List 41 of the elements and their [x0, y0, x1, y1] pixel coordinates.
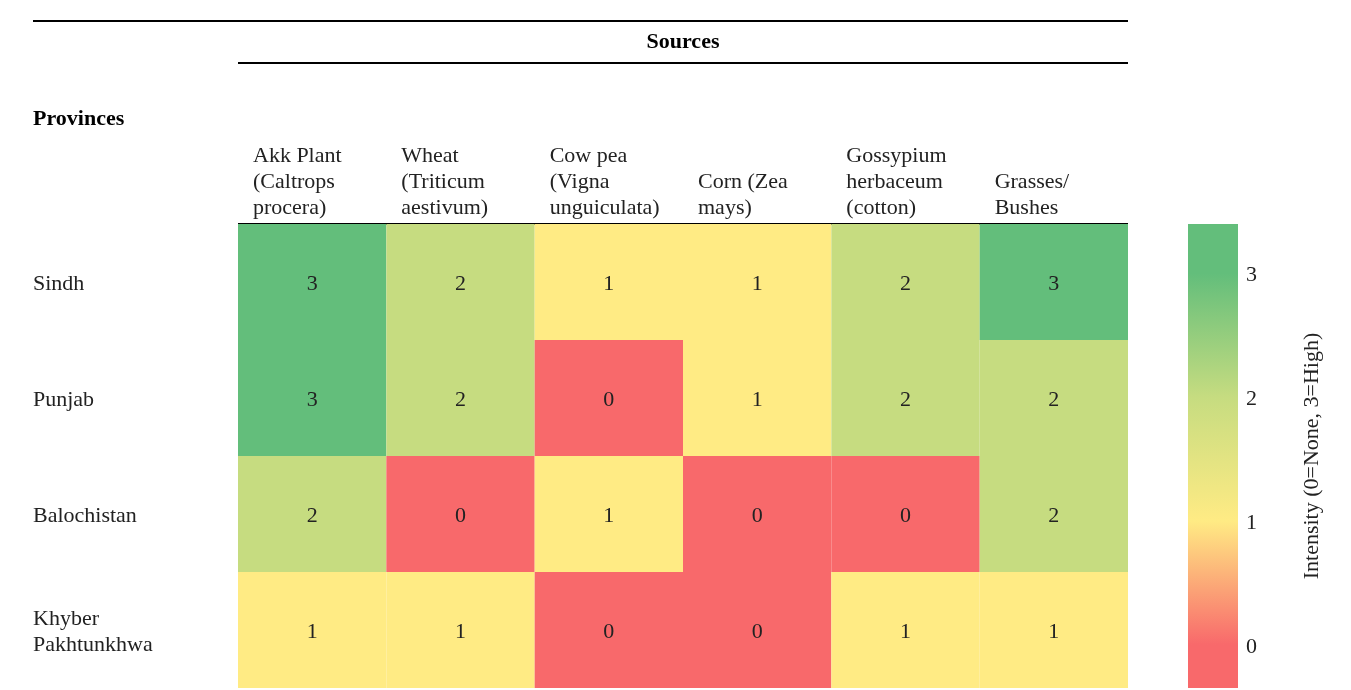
- color-bar-label: 1: [1246, 508, 1257, 534]
- x-tick-label: Gossypium herbaceum (cotton): [846, 142, 947, 219]
- x-tick-label: Wheat (Triticum aestivum): [401, 142, 489, 219]
- data-label: 1: [603, 269, 615, 295]
- data-label: 3: [306, 385, 318, 411]
- data-label: 0: [455, 501, 466, 527]
- data-label: 1: [603, 501, 615, 527]
- y-tick-label: Punjab: [33, 385, 95, 411]
- y-axis-title: Provinces: [33, 105, 125, 131]
- data-label: 2: [900, 385, 911, 411]
- data-label: 2: [455, 385, 466, 411]
- data-label: 1: [751, 269, 763, 295]
- data-label: 0: [751, 617, 763, 643]
- data-label: 1: [751, 385, 763, 411]
- data-label: 1: [306, 617, 318, 643]
- y-tick-label: Sindh: [33, 269, 85, 295]
- color-bar-label: 2: [1246, 385, 1257, 411]
- color-bar-label: 0: [1246, 632, 1257, 658]
- x-tick-label: Corn (Zea mays): [698, 168, 789, 219]
- x-tick-label: Cow pea (Vigna unguiculata): [549, 142, 660, 219]
- color-bar-label: 3: [1246, 261, 1257, 287]
- data-label: 2: [1048, 385, 1060, 411]
- data-label: 1: [455, 617, 466, 643]
- color-bar-title: Intensity (0=None, 3=High): [1297, 332, 1323, 580]
- data-label: 0: [900, 501, 911, 527]
- data-label: 1: [1048, 617, 1060, 643]
- data-label: 0: [603, 385, 615, 411]
- data-label: 3: [306, 269, 318, 295]
- data-label: 2: [1048, 501, 1060, 527]
- x-tick-label: Akk Plant (Caltrops procera): [253, 142, 342, 219]
- x-tick-label: Grasses/ Bushes: [994, 168, 1071, 219]
- y-tick-label: Khyber Pakhtunkhwa: [33, 604, 153, 656]
- data-label: 2: [455, 269, 466, 295]
- data-label: 0: [603, 617, 615, 643]
- y-tick-label: Balochistan: [33, 501, 137, 527]
- data-label: 3: [1048, 269, 1060, 295]
- data-label: 0: [751, 501, 763, 527]
- data-label: 2: [306, 501, 318, 527]
- data-label: 2: [900, 269, 911, 295]
- data-label: 1: [900, 617, 911, 643]
- chart-title: Sources: [238, 28, 1128, 64]
